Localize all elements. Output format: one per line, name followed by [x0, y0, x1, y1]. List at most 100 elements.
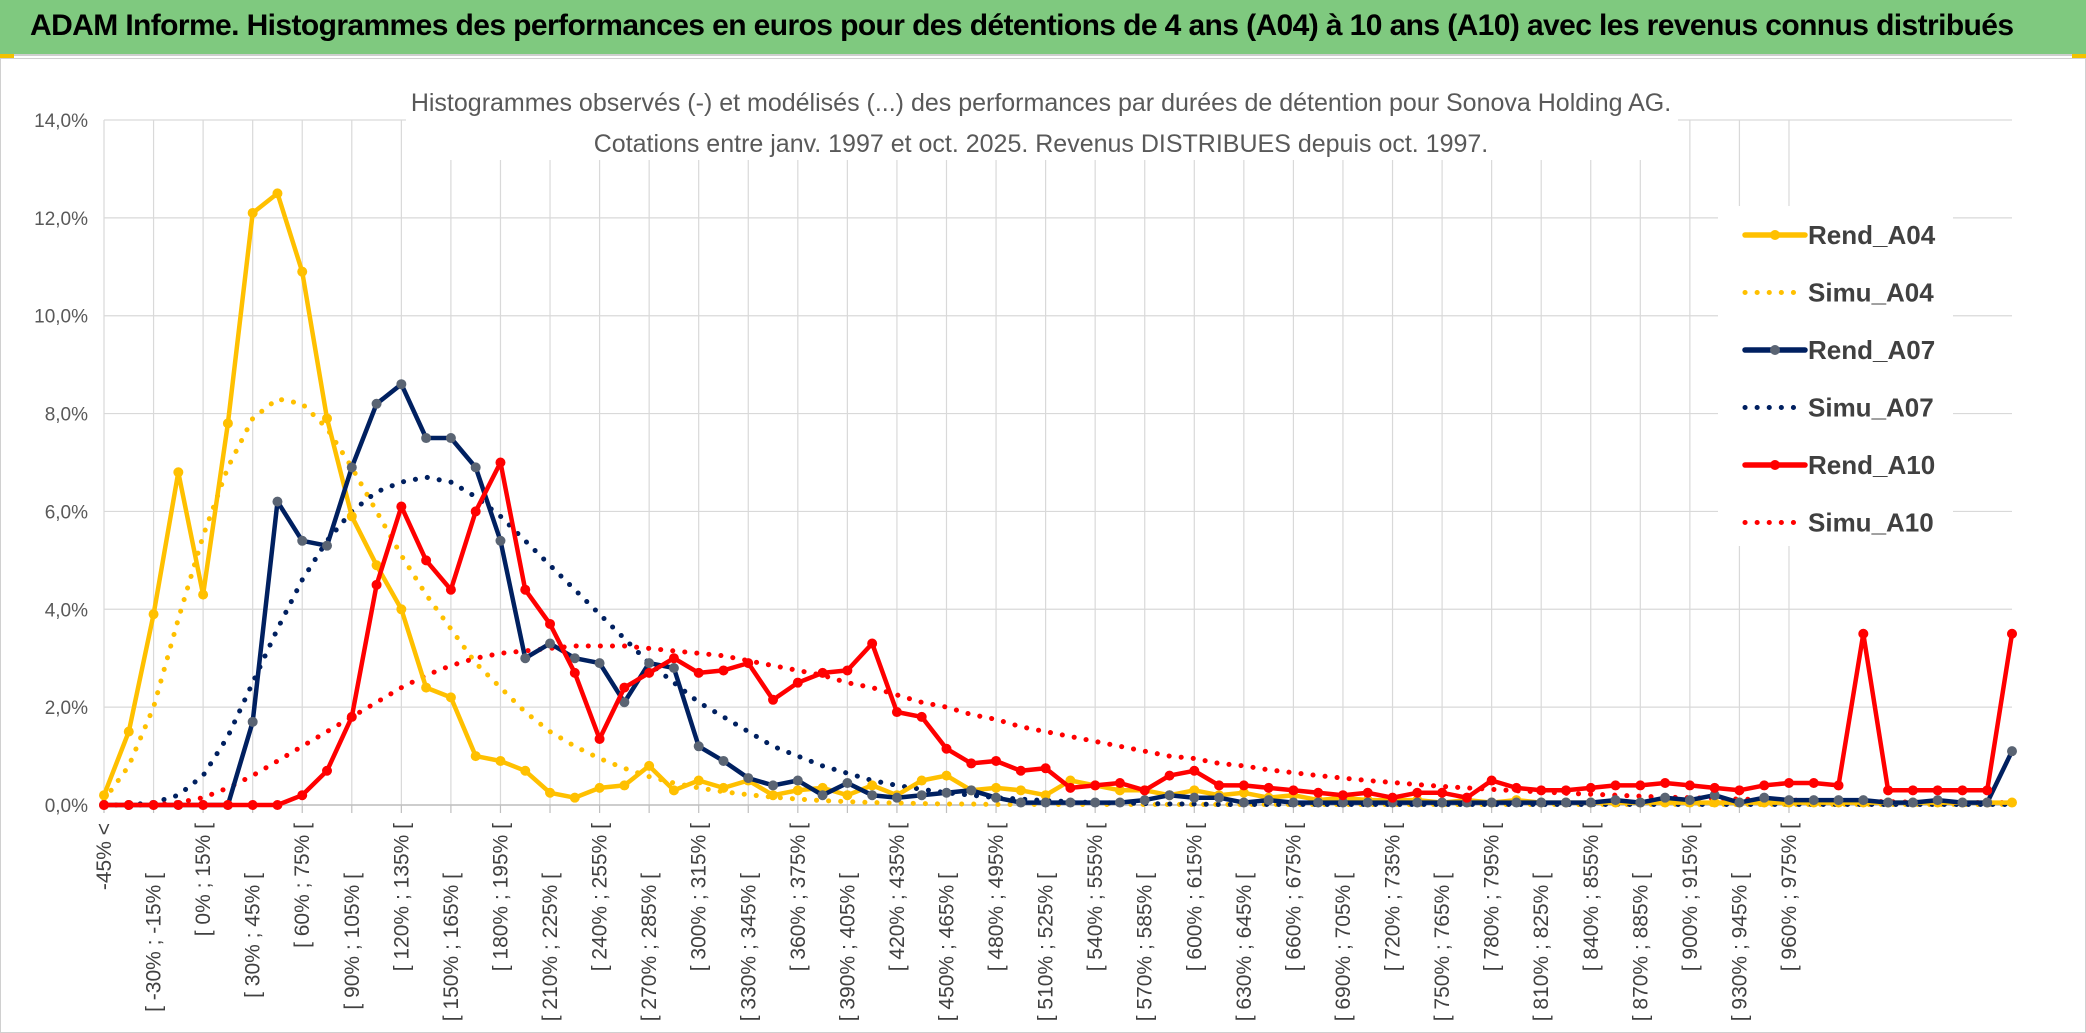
legend-label: Rend_A10	[1808, 450, 1935, 480]
data-point-rend-a07	[966, 785, 977, 796]
data-point-rend-a10	[718, 665, 729, 676]
data-point-rend-a10	[1189, 765, 1200, 776]
data-point-rend-a10	[1337, 790, 1348, 801]
data-point-rend-a07	[792, 775, 803, 786]
x-tick-label: [ 0% ; 15% [	[192, 823, 215, 936]
data-point-rend-a10	[1585, 782, 1596, 793]
data-point-rend-a10	[1635, 780, 1646, 791]
data-point-rend-a10	[1907, 785, 1918, 796]
data-point-rend-a07	[644, 658, 655, 669]
x-tick-label: [ 840% ; 855% [	[1580, 823, 1603, 971]
data-point-rend-a07	[1090, 797, 1101, 808]
data-point-rend-a04	[520, 765, 531, 776]
x-tick-label: [ 750% ; 765% [	[1431, 873, 1454, 1021]
data-point-rend-a07	[693, 741, 704, 752]
y-tick-label: 6,0%	[45, 502, 88, 523]
data-point-rend-a07	[1858, 795, 1869, 806]
data-point-rend-a07	[396, 379, 407, 390]
y-tick-label: 2,0%	[45, 698, 88, 719]
chart-title-background	[406, 80, 1678, 160]
data-point-rend-a04	[644, 760, 655, 771]
legend-label: Simu_A10	[1808, 508, 1934, 538]
x-tick-label: [ 210% ; 225% [	[539, 873, 562, 1021]
data-point-rend-a07	[1486, 797, 1497, 808]
x-tick-label: [ 480% ; 495% [	[985, 823, 1008, 971]
data-point-rend-a04	[421, 682, 432, 693]
data-point-rend-a07	[1189, 792, 1200, 803]
data-point-rend-a07	[1635, 797, 1646, 808]
data-point-rend-a10	[1783, 777, 1794, 788]
data-point-rend-a07	[842, 777, 853, 788]
x-tick-label: [ 300% ; 315% [	[688, 823, 711, 971]
data-point-rend-a10	[569, 667, 580, 678]
series-line-simu-a10	[101, 643, 2015, 808]
x-tick-label: [ 600% ; 615% [	[1183, 823, 1206, 971]
x-tick-label: [ 30% ; 45% [	[242, 873, 265, 998]
data-point-rend-a07	[668, 663, 679, 673]
data-point-rend-a04	[693, 775, 704, 786]
data-point-rend-a07	[2007, 746, 2017, 757]
data-point-rend-a10	[594, 733, 605, 744]
data-point-rend-a10	[1263, 782, 1274, 793]
data-point-rend-a04	[99, 790, 109, 801]
data-point-rend-a07	[1114, 797, 1125, 808]
x-tick-label: [ 60% ; 75% [	[291, 823, 314, 948]
data-point-rend-a10	[1387, 792, 1398, 803]
data-point-rend-a04	[123, 726, 134, 737]
data-point-rend-a10	[1461, 792, 1472, 803]
data-point-rend-a07	[1139, 795, 1150, 806]
data-point-rend-a07	[1932, 795, 1943, 806]
data-point-rend-a10	[1437, 787, 1448, 798]
data-point-rend-a10	[1511, 782, 1522, 793]
data-point-rend-a07	[1214, 792, 1225, 803]
y-tick-label: 12,0%	[34, 209, 88, 230]
data-point-rend-a04	[569, 792, 580, 803]
y-tick-label: 10,0%	[34, 307, 88, 328]
data-point-rend-a10	[644, 667, 655, 678]
data-point-rend-a10	[1139, 785, 1150, 796]
data-point-rend-a04	[148, 609, 159, 620]
data-point-rend-a07	[1412, 797, 1423, 808]
data-point-rend-a10	[396, 501, 407, 512]
data-point-rend-a10	[1090, 780, 1101, 791]
data-point-rend-a07	[322, 540, 333, 551]
data-point-rend-a04	[2007, 797, 2017, 808]
data-point-rend-a10	[2007, 628, 2017, 639]
data-point-rend-a07	[495, 535, 506, 546]
data-point-rend-a10	[1560, 785, 1571, 796]
data-point-rend-a04	[718, 782, 729, 793]
data-point-rend-a07	[1362, 797, 1373, 808]
data-point-rend-a10	[371, 579, 382, 590]
x-tick-label: [ 90% ; 105% [	[341, 873, 364, 1010]
data-point-rend-a07	[445, 433, 456, 444]
data-point-rend-a07	[545, 638, 556, 649]
data-point-rend-a10	[1412, 787, 1423, 798]
data-point-rend-a04	[594, 782, 605, 793]
data-point-rend-a10	[1040, 763, 1051, 774]
data-point-rend-a04	[991, 782, 1002, 793]
data-point-rend-a10	[520, 584, 531, 595]
data-point-rend-a10	[1536, 785, 1547, 796]
data-point-rend-a07	[1511, 797, 1522, 808]
data-point-rend-a04	[842, 790, 853, 801]
data-point-rend-a04	[272, 188, 283, 199]
data-point-rend-a07	[346, 462, 357, 473]
data-point-rend-a10	[1932, 785, 1943, 796]
x-tick-label: [ 390% ; 405% [	[836, 873, 859, 1021]
data-point-rend-a04	[941, 770, 952, 781]
data-point-rend-a07	[1907, 797, 1918, 808]
data-point-rend-a07	[1660, 792, 1671, 803]
data-point-rend-a07	[371, 398, 382, 409]
data-point-rend-a10	[1883, 785, 1894, 796]
x-tick-label: [ 570% ; 585% [	[1134, 873, 1157, 1021]
data-point-rend-a07	[718, 755, 729, 766]
data-point-rend-a10	[768, 694, 779, 705]
x-tick-label: [ 720% ; 735% [	[1382, 823, 1405, 971]
data-point-rend-a10	[1288, 785, 1299, 796]
x-tick-label: [ 330% ; 345% [	[737, 873, 760, 1021]
data-point-rend-a10	[1313, 787, 1324, 798]
data-point-rend-a10	[817, 667, 828, 678]
x-tick-label: [ 240% ; 255% [	[589, 823, 612, 971]
data-point-rend-a04	[668, 785, 679, 796]
data-point-rend-a04	[445, 692, 456, 703]
